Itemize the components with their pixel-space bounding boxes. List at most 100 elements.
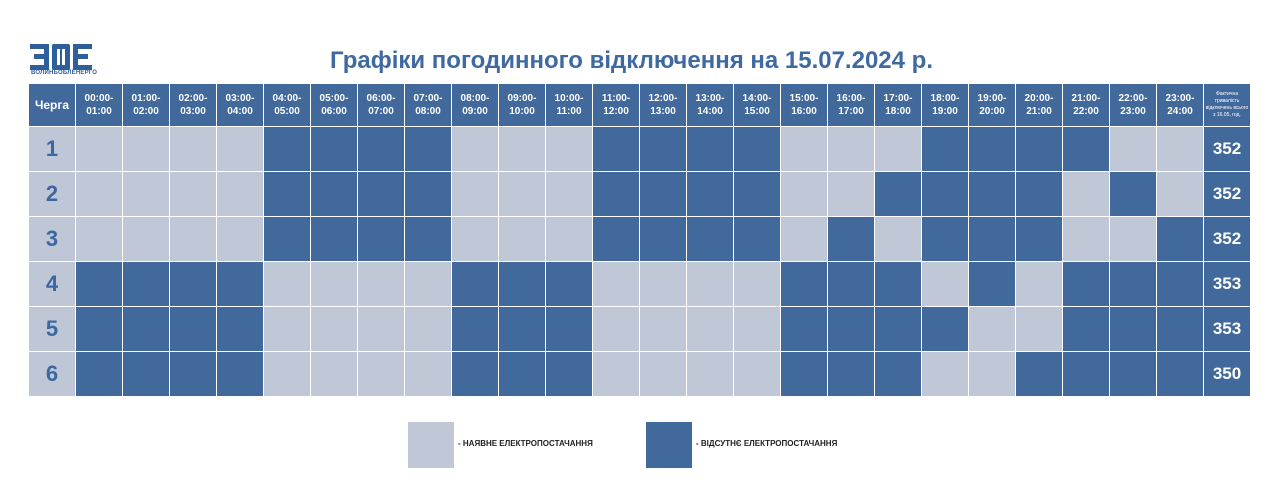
slot-power-on xyxy=(1015,306,1063,352)
hour-header: 22:00- 23:00 xyxy=(1109,83,1157,127)
slot-power-on xyxy=(216,126,264,172)
slot-power-on xyxy=(263,306,311,352)
slot-power-on xyxy=(310,351,358,397)
legend-swatch-off xyxy=(646,422,692,468)
slot-power-off xyxy=(216,261,264,307)
table-row: 4 353 xyxy=(28,261,1251,307)
hour-header: 12:00- 13:00 xyxy=(639,83,687,127)
slot-power-on xyxy=(310,261,358,307)
slot-power-on xyxy=(498,126,546,172)
slot-power-on xyxy=(1156,171,1204,217)
slot-power-off xyxy=(1109,306,1157,352)
slot-power-on xyxy=(1062,216,1110,262)
slot-power-off xyxy=(827,306,875,352)
table-row: 2 352 xyxy=(28,171,1251,217)
queue-column-header: Черга xyxy=(28,83,76,127)
logo-caption: ВОЛИНЬОБЛЕНЕРГО xyxy=(31,70,98,76)
slot-power-on xyxy=(968,351,1016,397)
slot-power-off xyxy=(1109,351,1157,397)
slot-power-off xyxy=(451,306,499,352)
slot-power-off xyxy=(1062,306,1110,352)
slot-power-on xyxy=(639,261,687,307)
company-logo: ВОЛИНЬОБЛЕНЕРГО xyxy=(30,44,98,78)
slot-power-off xyxy=(592,216,640,262)
slot-power-on xyxy=(592,351,640,397)
total-hours: 350 xyxy=(1203,351,1251,397)
total-hours: 352 xyxy=(1203,171,1251,217)
slot-power-on xyxy=(310,306,358,352)
queue-number: 4 xyxy=(28,261,76,307)
hour-header: 20:00- 21:00 xyxy=(1015,83,1063,127)
slot-power-off xyxy=(874,351,922,397)
slot-power-on xyxy=(1156,126,1204,172)
slot-power-off xyxy=(451,261,499,307)
logo-mark-icon xyxy=(30,44,92,70)
hour-header: 05:00- 06:00 xyxy=(310,83,358,127)
table-row: 5 353 xyxy=(28,306,1251,352)
hour-header: 09:00- 10:00 xyxy=(498,83,546,127)
hour-header: 07:00- 08:00 xyxy=(404,83,452,127)
slot-power-off xyxy=(1015,351,1063,397)
slot-power-on xyxy=(169,171,217,217)
slot-power-on xyxy=(263,351,311,397)
slot-power-on xyxy=(75,216,123,262)
slot-power-off xyxy=(733,171,781,217)
legend-label-on: - НАЯВНЕ ЕЛЕКТРОПОСТАЧАННЯ xyxy=(458,439,593,448)
hour-header: 03:00- 04:00 xyxy=(216,83,264,127)
slot-power-off xyxy=(1015,171,1063,217)
slot-power-on xyxy=(216,216,264,262)
queue-number: 3 xyxy=(28,216,76,262)
slot-power-off xyxy=(874,171,922,217)
slot-power-on xyxy=(592,306,640,352)
slot-power-off xyxy=(1156,351,1204,397)
slot-power-off xyxy=(1062,126,1110,172)
slot-power-off xyxy=(921,216,969,262)
slot-power-off xyxy=(1062,351,1110,397)
slot-power-off xyxy=(1156,216,1204,262)
slot-power-on xyxy=(451,171,499,217)
slot-power-on xyxy=(639,351,687,397)
total-hours: 353 xyxy=(1203,261,1251,307)
slot-power-off xyxy=(75,306,123,352)
hour-header: 08:00- 09:00 xyxy=(451,83,499,127)
slot-power-off xyxy=(310,126,358,172)
slot-power-off xyxy=(310,216,358,262)
total-hours: 353 xyxy=(1203,306,1251,352)
slot-power-on xyxy=(1109,216,1157,262)
slot-power-off xyxy=(545,261,593,307)
slot-power-on xyxy=(498,171,546,217)
slot-power-off xyxy=(122,306,170,352)
slot-power-off xyxy=(686,126,734,172)
slot-power-off xyxy=(1109,261,1157,307)
table-row: 6 350 xyxy=(28,351,1251,397)
slot-power-on xyxy=(545,216,593,262)
slot-power-on xyxy=(1062,171,1110,217)
slot-power-on xyxy=(122,171,170,217)
hour-header: 04:00- 05:00 xyxy=(263,83,311,127)
slot-power-on xyxy=(404,261,452,307)
slot-power-on xyxy=(686,306,734,352)
slot-power-off xyxy=(1109,171,1157,217)
slot-power-on xyxy=(357,261,405,307)
slot-power-on xyxy=(169,216,217,262)
slot-power-off xyxy=(921,171,969,217)
slot-power-on xyxy=(357,306,405,352)
hour-header: 21:00- 22:00 xyxy=(1062,83,1110,127)
slot-power-on xyxy=(780,171,828,217)
hour-header: 15:00- 16:00 xyxy=(780,83,828,127)
slot-power-on xyxy=(733,306,781,352)
hour-header: 06:00- 07:00 xyxy=(357,83,405,127)
slot-power-on xyxy=(733,351,781,397)
slot-power-on xyxy=(921,351,969,397)
slot-power-off xyxy=(827,261,875,307)
legend-swatch-on xyxy=(408,422,454,468)
slot-power-off xyxy=(498,306,546,352)
slot-power-on xyxy=(404,351,452,397)
slot-power-on xyxy=(545,171,593,217)
slot-power-off xyxy=(498,261,546,307)
slot-power-off xyxy=(169,351,217,397)
slot-power-on xyxy=(686,261,734,307)
slot-power-on xyxy=(451,126,499,172)
slot-power-off xyxy=(921,126,969,172)
slot-power-off xyxy=(404,126,452,172)
